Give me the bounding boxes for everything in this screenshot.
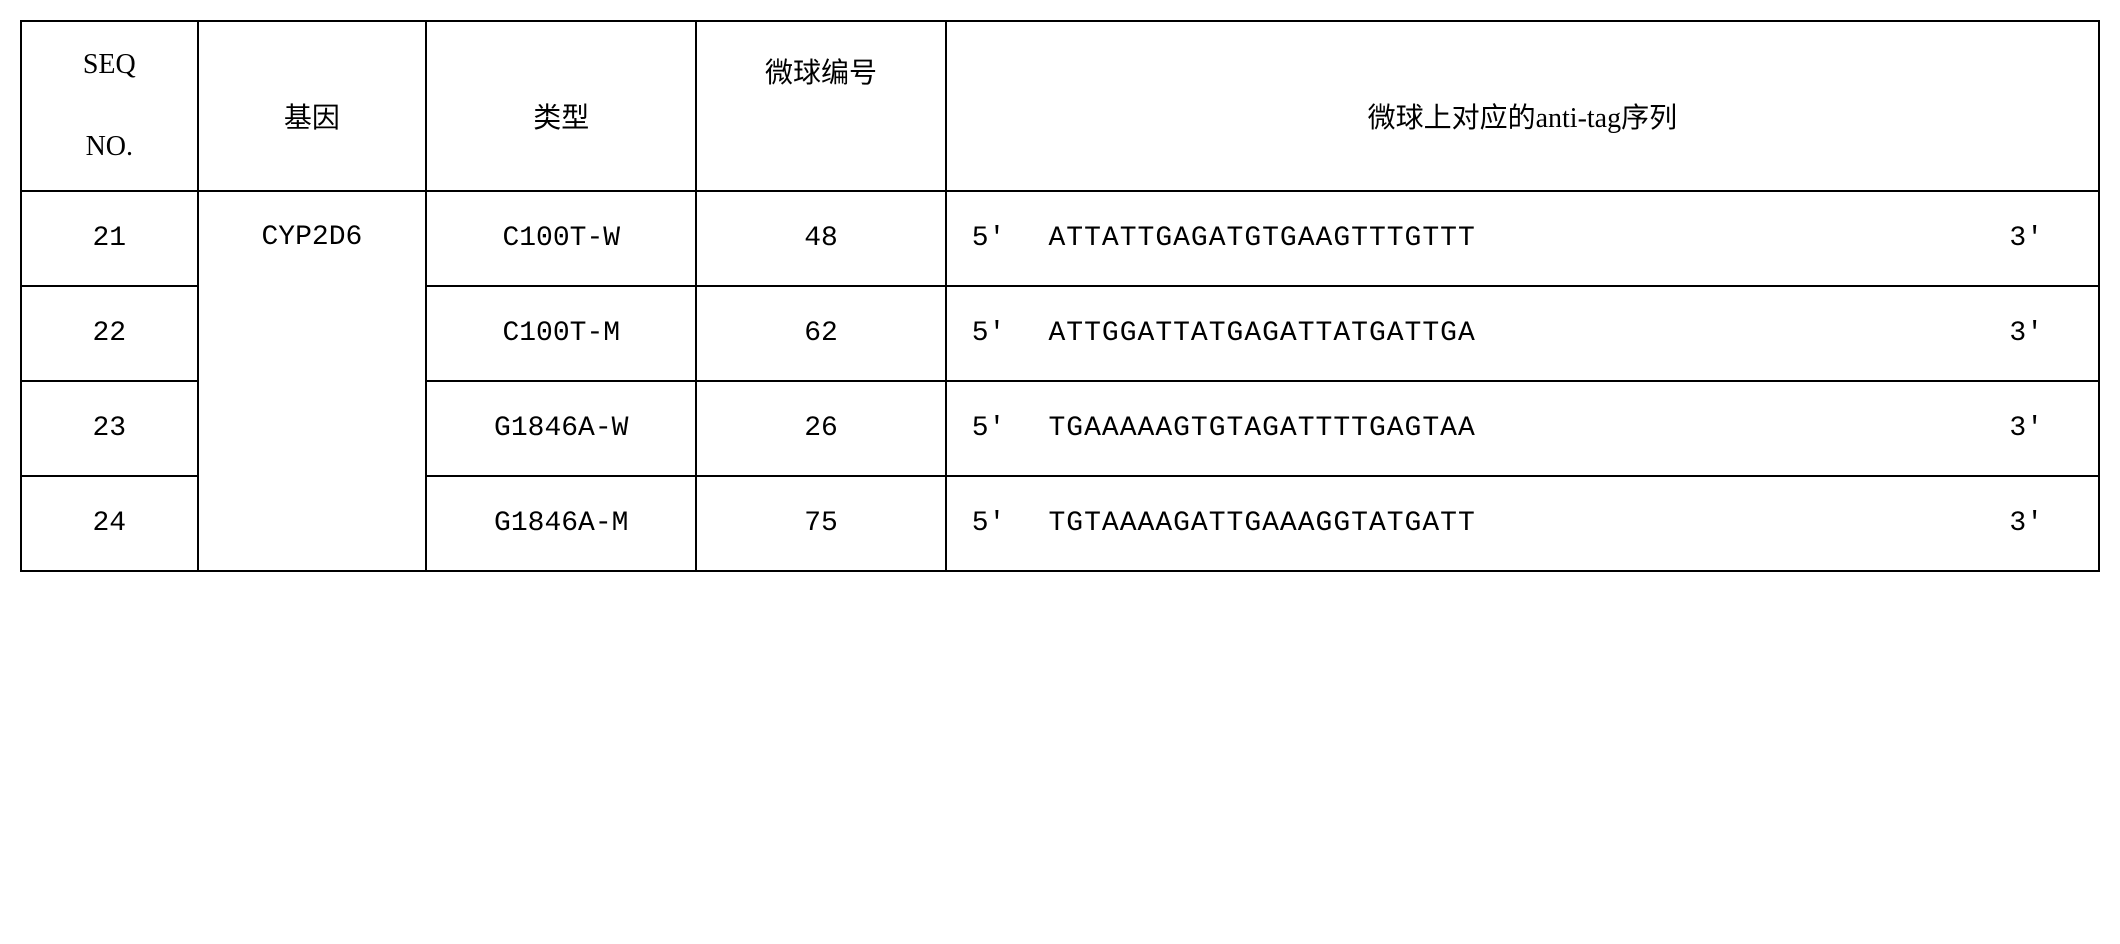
cell-gene: CYP2D6 (198, 191, 427, 571)
cell-bead-number: 75 (696, 476, 945, 571)
anti-tag-table: SEQ NO. 基因 类型 微球编号 微球上对应的anti-tag序列 21 C… (20, 20, 2100, 572)
seq-suffix: 3' (2009, 508, 2043, 539)
header-seq-no: SEQ NO. (21, 21, 198, 191)
seq-body: ATTGGATTATGAGATTATGATTGA (1049, 318, 1476, 349)
header-anti-tag-sequence: 微球上对应的anti-tag序列 (946, 21, 2099, 191)
cell-type: C100T-W (426, 191, 696, 286)
cell-bead-number: 62 (696, 286, 945, 381)
seq-prefix: 5' (972, 318, 1032, 349)
seq-prefix: 5' (972, 508, 1032, 539)
cell-seq-no: 22 (21, 286, 198, 381)
cell-type: G1846A-W (426, 381, 696, 476)
table-header-row: SEQ NO. 基因 类型 微球编号 微球上对应的anti-tag序列 (21, 21, 2099, 191)
header-bead-number: 微球编号 (696, 21, 945, 191)
cell-sequence: 5' TGAAAAAGTGTAGATTTTGAGTAA 3' (946, 381, 2099, 476)
table-row: 21 CYP2D6 C100T-W 48 5' ATTATTGAGATGTGAA… (21, 191, 2099, 286)
table-container: SEQ NO. 基因 类型 微球编号 微球上对应的anti-tag序列 21 C… (20, 20, 2100, 572)
header-seq-line2: NO. (22, 131, 197, 163)
seq-body: ATTATTGAGATGTGAAGTTTGTTT (1049, 223, 1476, 254)
seq-prefix: 5' (972, 413, 1032, 444)
seq-suffix: 3' (2009, 413, 2043, 444)
header-seq-line1: SEQ (22, 49, 197, 81)
header-gene: 基因 (198, 21, 427, 191)
seq-suffix: 3' (2009, 318, 2043, 349)
cell-bead-number: 48 (696, 191, 945, 286)
cell-seq-no: 24 (21, 476, 198, 571)
cell-bead-number: 26 (696, 381, 945, 476)
cell-seq-no: 21 (21, 191, 198, 286)
seq-body: TGAAAAAGTGTAGATTTTGAGTAA (1049, 413, 1476, 444)
cell-sequence: 5' ATTATTGAGATGTGAAGTTTGTTT 3' (946, 191, 2099, 286)
seq-suffix: 3' (2009, 223, 2043, 254)
cell-seq-no: 23 (21, 381, 198, 476)
header-type: 类型 (426, 21, 696, 191)
cell-sequence: 5' ATTGGATTATGAGATTATGATTGA 3' (946, 286, 2099, 381)
seq-body: TGTAAAAGATTGAAAGGTATGATT (1049, 508, 1476, 539)
seq-prefix: 5' (972, 223, 1032, 254)
cell-type: C100T-M (426, 286, 696, 381)
cell-type: G1846A-M (426, 476, 696, 571)
cell-sequence: 5' TGTAAAAGATTGAAAGGTATGATT 3' (946, 476, 2099, 571)
